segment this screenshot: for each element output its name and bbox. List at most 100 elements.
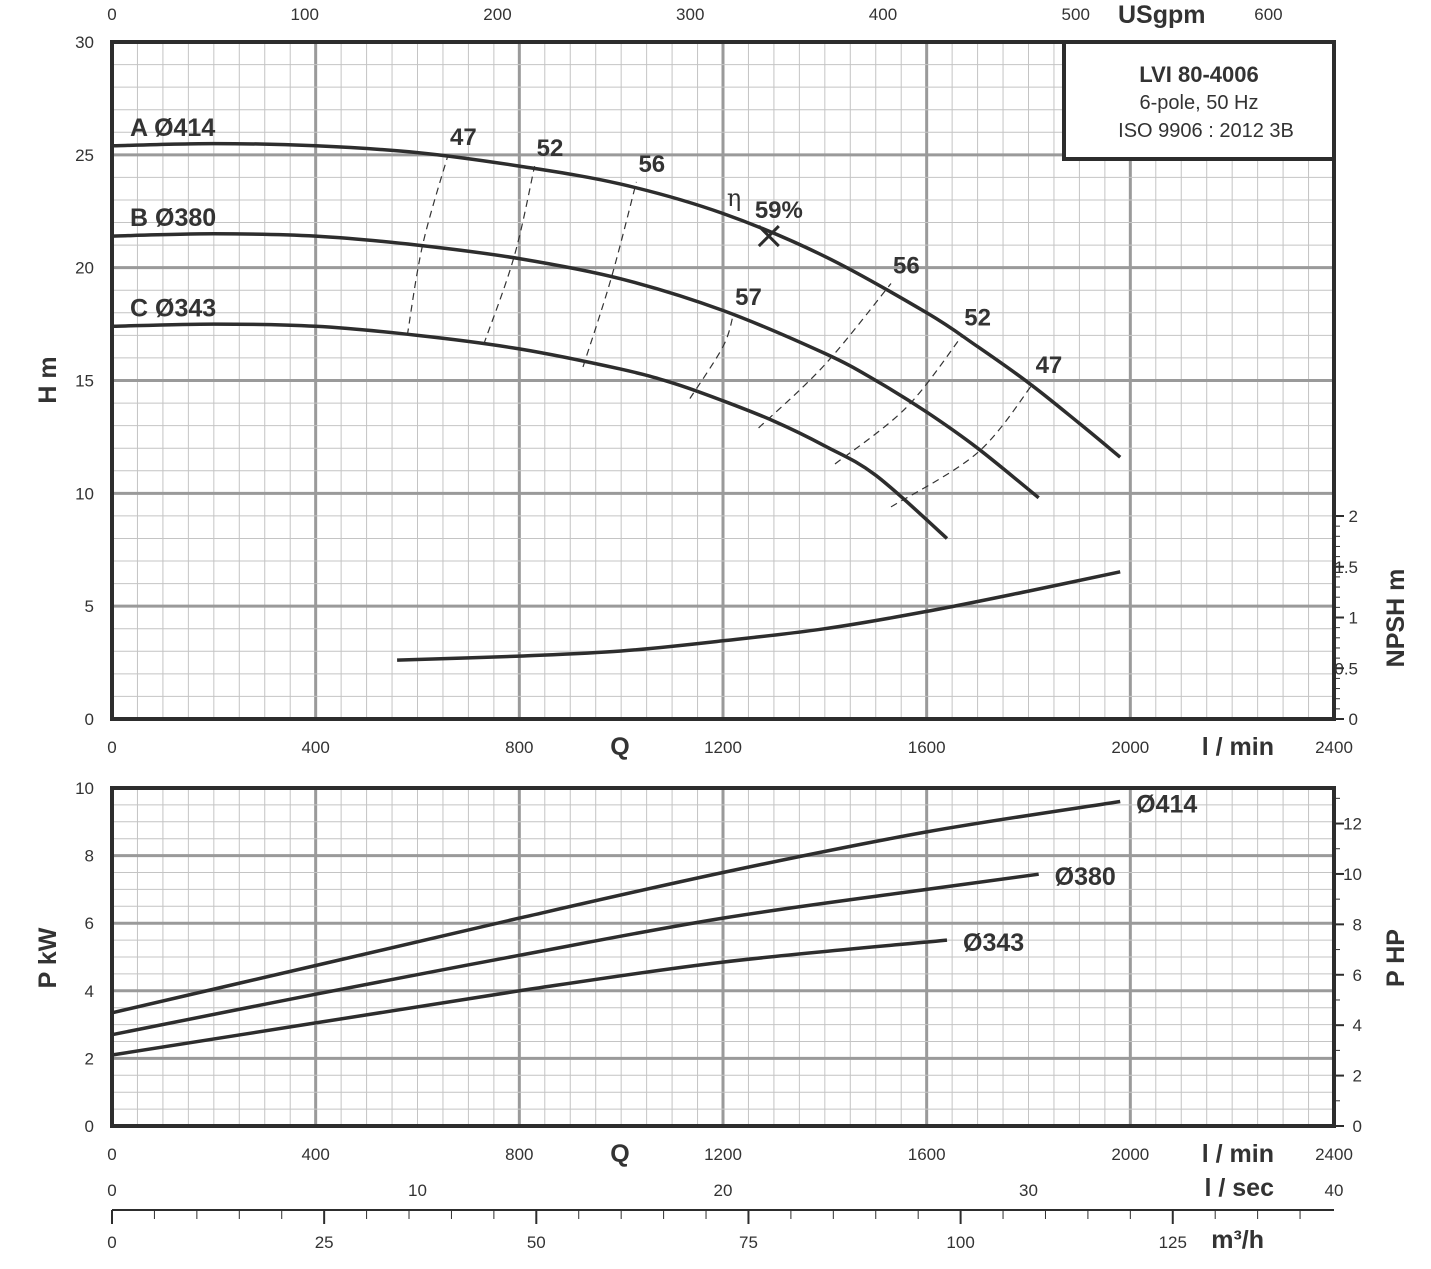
usgpm-tick-label: 100 [291,5,319,24]
head-curve-label: C Ø343 [130,294,216,322]
x-tick-label: 2400 [1315,1145,1353,1164]
power-x-axis-title: Q [610,1140,629,1168]
eta-symbol: η [727,184,741,212]
efficiency-contour-56 [582,181,637,368]
efficiency-label-47: 47 [1036,352,1063,379]
usgpm-axis-title: USgpm [1118,1,1206,29]
usgpm-tick-label: 400 [869,5,897,24]
power-x-axis-unit: l / min [1202,1140,1274,1168]
npsh-tick-label: 1.5 [1334,558,1358,577]
y-tick-label: 0 [85,710,94,729]
m3h-tick-label: 125 [1159,1233,1187,1252]
power-curve-label: Ø343 [963,929,1024,957]
lsec-tick-label: 20 [714,1181,733,1200]
efficiency-contour-52 [834,335,963,465]
power-grid [112,788,1334,1126]
usgpm-tick-label: 600 [1254,5,1282,24]
x-tick-label: 0 [107,1145,116,1164]
hp-tick-label: 6 [1353,966,1362,985]
m3h-tick-label: 75 [739,1233,758,1252]
npsh-tick-label: 2 [1349,507,1358,526]
head-chart-panel: LVI 80-4006 6-pole, 50 Hz ISO 9906 : 201… [34,1,1410,761]
head-x-axis-title: Q [610,733,629,761]
usgpm-tick-label: 500 [1062,5,1090,24]
x-tick-label: 2400 [1315,738,1353,757]
lsec-tick-label: 30 [1019,1181,1038,1200]
power-curve-label: Ø414 [1136,791,1197,819]
head-data-marks: 47 52 56 57 56 52 47 A Ø414 B Ø380 C Ø343 η 59% [111,114,1122,662]
hp-axis-title: P HP [1382,929,1410,987]
power-data-marks: Ø414 Ø380 Ø343 [111,791,1197,1057]
efficiency-label-52: 52 [537,135,564,162]
power-curve-0 [111,799,1121,1015]
head-plot-frame [110,40,1336,721]
power-curve-1 [111,872,1039,1037]
npsh-tick-label: 0.5 [1334,659,1358,678]
m3h-tick-label: 100 [946,1233,974,1252]
head-curve-0 [111,141,1122,459]
lsec-tick-label: 40 [1325,1181,1344,1200]
pump-info-box-frame [1062,40,1336,161]
m3h-tick-label: 50 [527,1233,546,1252]
y-tick-label: 2 [85,1049,94,1068]
efficiency-label-57: 57 [735,284,762,311]
x-tick-label: 2000 [1111,1145,1149,1164]
usgpm-tick-label: 300 [676,5,704,24]
x-tick-label: 400 [301,738,329,757]
hp-tick-label: 0 [1353,1117,1362,1136]
y-tick-label: 8 [85,847,94,866]
m3h-scale-unit: m³/h [1211,1226,1264,1254]
efficiency-contour-47 [890,382,1035,508]
npsh-axis-title: NPSH m [1382,569,1410,668]
y-tick-label: 10 [75,484,94,503]
lsec-tick-label: 10 [408,1181,427,1200]
flow-unit-scales: 0 10 20 30 40 0 25 50 75 100 125 [107,1181,1343,1252]
pump-info-box: LVI 80-4006 6-pole, 50 Hz ISO 9906 : 201… [1062,40,1336,161]
usgpm-tick-label: 200 [483,5,511,24]
pump-spec-line: 6-pole, 50 Hz [1140,92,1259,114]
efficiency-contour-56 [758,283,892,429]
lsec-tick-label: 0 [107,1181,116,1200]
x-tick-label: 1600 [908,1145,946,1164]
x-tick-label: 1600 [908,738,946,757]
efficiency-label-47: 47 [450,124,477,151]
y-tick-label: 15 [75,372,94,391]
power-y-axis-title: P kW [34,927,62,988]
power-curve-label: Ø380 [1055,863,1116,891]
y-tick-label: 5 [85,597,94,616]
bep-efficiency-label: 59% [755,197,803,224]
m3h-tick-label: 25 [315,1233,334,1252]
x-tick-label: 800 [505,738,533,757]
head-x-axis-unit: l / min [1202,733,1274,761]
usgpm-tick-label: 0 [107,5,116,24]
hp-tick-label: 12 [1343,815,1362,834]
npsh-tick-label: 1 [1349,609,1358,628]
lsec-scale-unit: l / sec [1205,1174,1275,1202]
power-curve-2 [111,938,948,1057]
x-tick-label: 1200 [704,1145,742,1164]
efficiency-label-56: 56 [638,151,665,178]
head-curve-2 [111,322,949,540]
npsh-curve [397,570,1121,662]
x-tick-label: 0 [107,738,116,757]
hp-tick-label: 10 [1343,865,1362,884]
head-curve-1 [111,232,1040,500]
efficiency-label-52: 52 [964,304,991,331]
hp-tick-label: 2 [1353,1067,1362,1086]
m3h-tick-label: 0 [107,1233,116,1252]
head-y-axis-title: H m [34,356,62,403]
power-plot-frame [110,786,1336,1128]
head-curve-label: B Ø380 [130,204,216,232]
y-tick-label: 20 [75,259,94,278]
y-tick-label: 0 [85,1117,94,1136]
efficiency-label-56: 56 [893,252,920,279]
head-grid [112,42,1334,719]
hp-tick-label: 4 [1353,1016,1362,1035]
y-tick-label: 6 [85,914,94,933]
y-tick-label: 30 [75,33,94,52]
pump-model-title: LVI 80-4006 [1139,62,1258,87]
